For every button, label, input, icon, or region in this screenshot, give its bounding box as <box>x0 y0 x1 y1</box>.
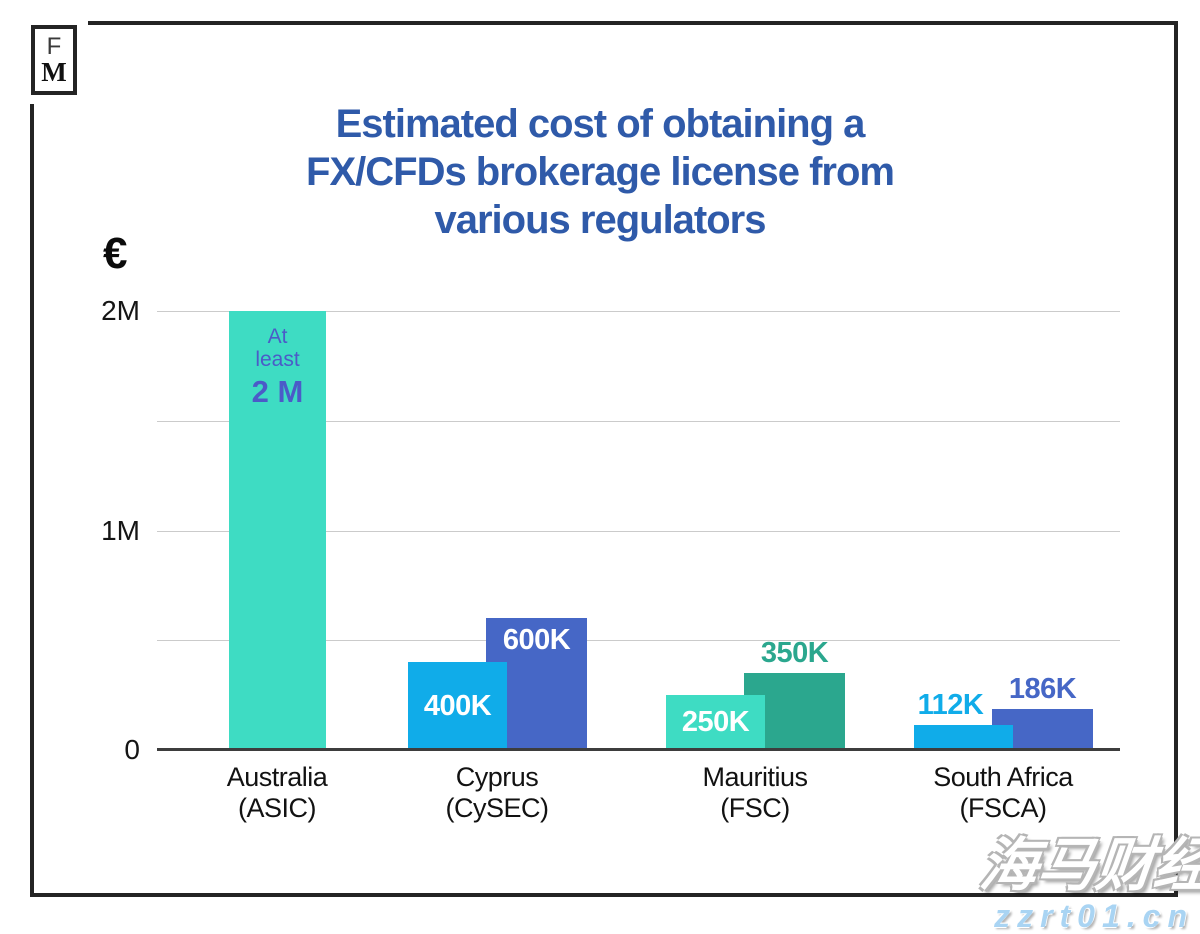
bar-south-africa-0 <box>914 725 1013 750</box>
category-label-south-africa: South Africa (FSCA) <box>883 762 1123 824</box>
bar-value-label: 600K <box>502 624 571 656</box>
frame-border-top <box>88 21 1178 25</box>
category-name: South Africa <box>933 762 1073 792</box>
category-regulator: (CySEC) <box>445 793 550 823</box>
bar-mauritius-0: 250K <box>666 695 765 750</box>
y-tick-label: 1M <box>101 515 140 546</box>
gridline-1500000 <box>157 421 1120 422</box>
category-regulator: (FSC) <box>720 793 790 823</box>
gridline-2000000 <box>157 311 1120 312</box>
chart-title: Estimated cost of obtaining a FX/CFDs br… <box>100 100 1100 244</box>
fm-logo-letter-m: M <box>41 56 67 87</box>
bar-australia-0: At least 2 M <box>229 311 326 750</box>
category-regulator: (FSCA) <box>959 793 1048 823</box>
bar-annotation-at-least: At least 2 M <box>229 311 326 410</box>
category-label-mauritius: Mauritius (FSC) <box>635 762 875 824</box>
fm-logo-letter-f: F <box>46 32 62 60</box>
watermark-brand: 海马财经 <box>976 833 1200 898</box>
bar-value-label: 350K <box>760 637 829 669</box>
watermark-url: zzrt01.cn <box>994 898 1194 934</box>
chart-title-line-2: FX/CFDs brokerage license from <box>306 150 895 194</box>
bar-cyprus-0: 400K <box>408 662 507 750</box>
frame-border-left <box>30 104 34 897</box>
bar-value-label: 400K <box>423 689 492 722</box>
category-name: Cyprus <box>455 762 539 792</box>
bar-annotation-line: least <box>255 348 300 371</box>
chart-title-line-3: various regulators <box>434 198 766 242</box>
y-axis-currency-label: € <box>103 229 128 278</box>
y-tick-label: 0 <box>124 734 140 765</box>
bar-value-label: 250K <box>681 706 750 738</box>
fm-logo: F M <box>31 25 77 95</box>
category-label-australia: Australia (ASIC) <box>157 762 397 824</box>
bar-value-label: 186K <box>1008 673 1077 705</box>
bar-annotation-line: At <box>267 325 288 348</box>
gridline-1000000 <box>157 531 1120 532</box>
category-name: Mauritius <box>702 762 808 792</box>
y-tick-label: 2M <box>101 295 140 326</box>
x-axis-baseline <box>157 748 1120 751</box>
category-label-cyprus: Cyprus (CySEC) <box>377 762 617 824</box>
frame-border-bottom <box>30 893 1178 897</box>
frame-border-right <box>1174 21 1178 897</box>
category-name: Australia <box>226 762 328 792</box>
bar-value-label: 112K <box>917 689 984 721</box>
chart-title-line-1: Estimated cost of obtaining a <box>335 102 866 146</box>
bar-annotation-line: 2 M <box>251 374 304 409</box>
gridline-500000 <box>157 640 1120 641</box>
category-regulator: (ASIC) <box>238 793 317 823</box>
